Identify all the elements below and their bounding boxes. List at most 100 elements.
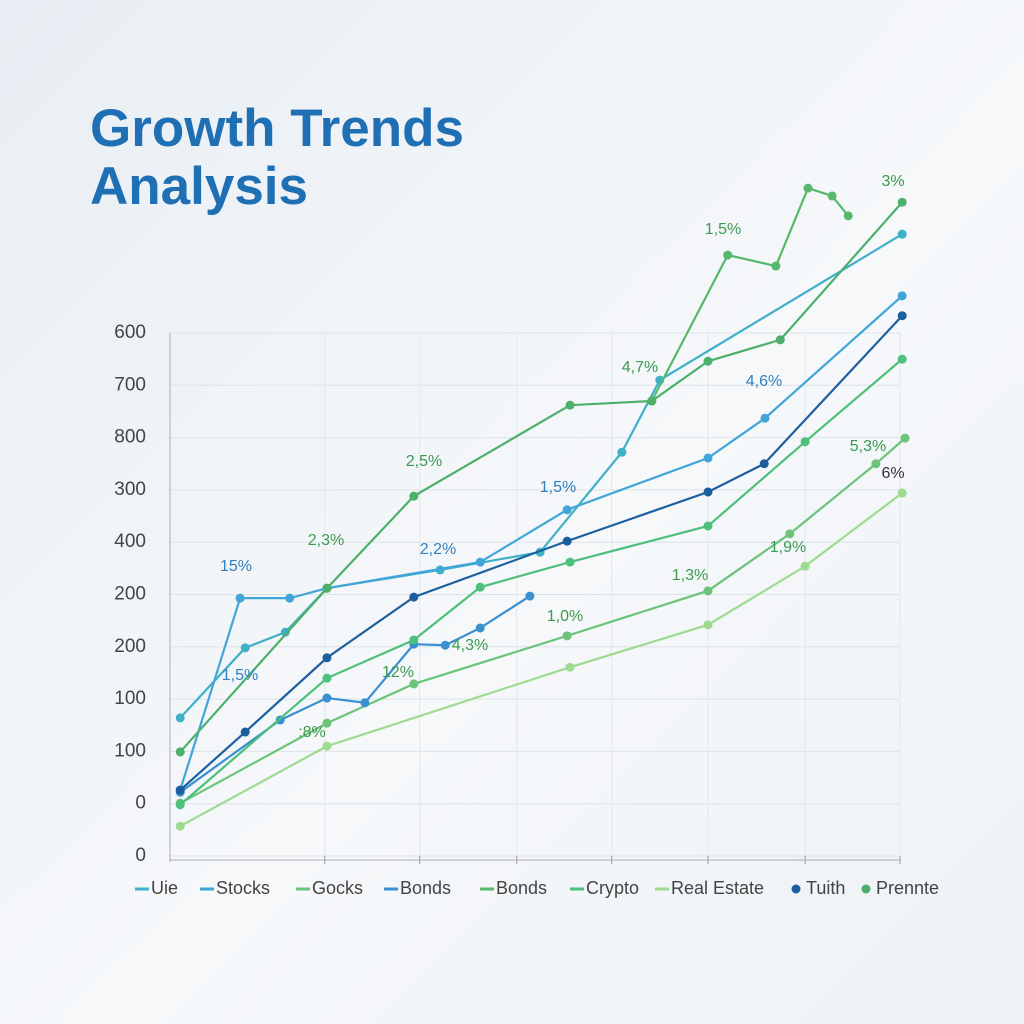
data-point — [897, 229, 907, 239]
chart-title: Growth Trends Analysis — [90, 99, 464, 217]
data-point — [322, 718, 332, 728]
data-point — [322, 741, 332, 751]
y-tick-label: 600 — [114, 322, 146, 343]
y-tick-label: 400 — [114, 531, 146, 552]
data-point — [703, 620, 713, 630]
data-point — [800, 561, 810, 571]
data-point — [897, 291, 907, 301]
data-point — [703, 521, 713, 531]
annotation: 15% — [220, 558, 252, 575]
data-point — [322, 583, 332, 593]
data-point — [175, 800, 185, 810]
y-tick-label: 800 — [114, 427, 146, 448]
data-point — [409, 635, 419, 645]
y-tick-label: 700 — [114, 374, 146, 395]
series-line — [179, 595, 531, 794]
data-point — [440, 640, 450, 650]
data-point — [843, 211, 853, 221]
annotation: 12% — [382, 664, 414, 681]
data-point — [409, 679, 419, 689]
data-point — [475, 623, 485, 633]
series-line — [179, 201, 904, 753]
legend-label: Real Estate — [671, 878, 764, 898]
series-line — [179, 314, 903, 791]
legend-label: Crypto — [586, 878, 639, 898]
data-point — [562, 536, 572, 546]
data-point — [409, 491, 419, 501]
data-point — [703, 356, 713, 366]
data-point — [240, 727, 250, 737]
y-tick-label: 200 — [114, 636, 146, 657]
data-point — [897, 197, 907, 207]
data-point — [703, 586, 713, 596]
data-point — [775, 335, 785, 345]
data-point — [525, 591, 535, 601]
annotation: 1,9% — [770, 539, 806, 556]
legend-label: Bonds — [496, 878, 547, 898]
data-point — [322, 653, 332, 663]
legend-marker — [791, 884, 801, 894]
data-point — [565, 662, 575, 672]
data-point — [617, 447, 627, 457]
data-point — [409, 592, 419, 602]
data-point — [322, 693, 332, 703]
data-point — [322, 673, 332, 683]
annotation: 1,5% — [222, 667, 258, 684]
annotation: 2,2% — [420, 541, 456, 558]
data-point — [803, 183, 813, 193]
annotation: 2,3% — [308, 532, 344, 549]
data-point — [562, 505, 572, 515]
data-point — [827, 191, 837, 201]
data-point — [360, 698, 370, 708]
series-line — [179, 492, 903, 828]
legend-label: Stocks — [216, 878, 270, 898]
series-line — [179, 233, 903, 719]
annotation: 6% — [881, 465, 904, 482]
data-point — [565, 400, 575, 410]
data-point — [175, 821, 185, 831]
data-point — [871, 459, 881, 469]
data-point — [647, 396, 657, 406]
annotation: 1,3% — [672, 567, 708, 584]
data-point — [897, 488, 907, 498]
data-point — [475, 582, 485, 592]
data-point — [759, 459, 769, 469]
data-point — [723, 250, 733, 260]
data-point — [900, 433, 910, 443]
series-line — [179, 358, 903, 806]
annotation: 1,5% — [705, 221, 741, 238]
legend-label: Tuith — [806, 878, 845, 898]
y-tick-label: 100 — [114, 688, 146, 709]
data-point — [562, 631, 572, 641]
legend-marker — [861, 884, 871, 894]
annotation: 4,6% — [746, 373, 782, 390]
y-tick-label: 0 — [135, 793, 146, 814]
y-tick-label: 300 — [114, 479, 146, 500]
annotation: 3% — [881, 173, 904, 190]
data-point — [760, 413, 770, 423]
annotation: 2,5% — [406, 453, 442, 470]
data-point — [475, 557, 485, 567]
data-point — [565, 557, 575, 567]
legend-label: Bonds — [400, 878, 451, 898]
data-point — [175, 747, 185, 757]
data-point — [175, 785, 185, 795]
y-tick-label: 100 — [114, 740, 146, 761]
legend-label: Uie — [151, 878, 178, 898]
legend-label: Gocks — [312, 878, 363, 898]
data-point — [897, 354, 907, 364]
data-point — [175, 713, 185, 723]
annotation: 5,3% — [850, 438, 886, 455]
data-point — [703, 487, 713, 497]
legend-label: Prennte — [876, 878, 939, 898]
data-point — [800, 437, 810, 447]
y-tick-label: 0 — [135, 845, 146, 866]
y-tick-label: 200 — [114, 584, 146, 605]
data-point — [240, 643, 250, 653]
data-point — [285, 593, 295, 603]
annotation: 1,5% — [540, 479, 576, 496]
annotation: 1,0% — [547, 608, 583, 625]
data-point — [235, 593, 245, 603]
